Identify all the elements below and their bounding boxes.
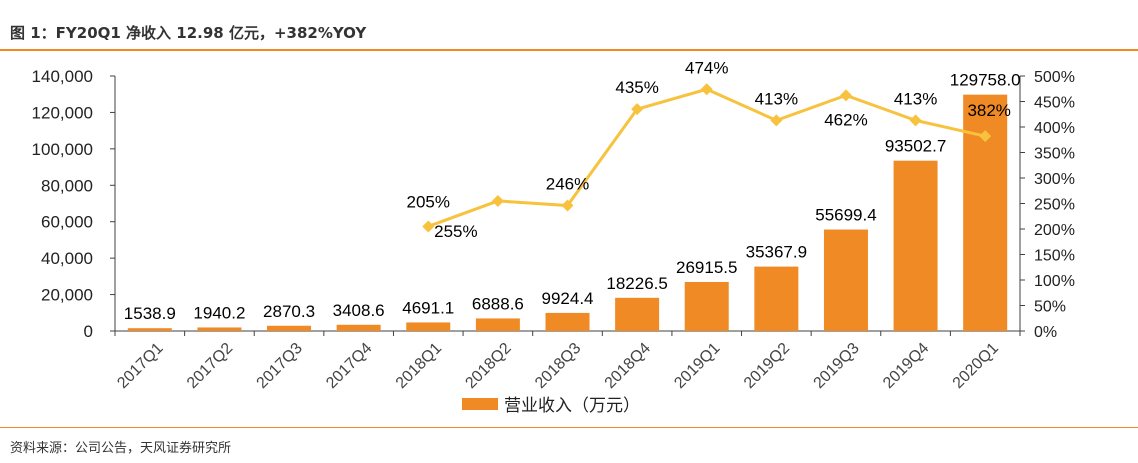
x-tick-label: 2019Q3	[811, 340, 863, 392]
x-tick-label: 2018Q4	[602, 340, 654, 392]
x-tick-label: 2019Q2	[741, 340, 793, 392]
bar	[893, 160, 938, 331]
y-left-tick-label: 100,000	[32, 140, 93, 159]
y-left-tick-label: 140,000	[32, 67, 93, 86]
bar	[406, 322, 451, 331]
bar	[754, 266, 799, 331]
growth-value-label: 462%	[824, 110, 867, 129]
growth-marker	[839, 89, 852, 102]
bar-value-label: 18226.5	[606, 274, 667, 293]
bar	[336, 324, 381, 331]
x-tick-label: 2017Q2	[184, 340, 236, 392]
growth-marker	[561, 199, 574, 212]
y-right-tick-label: 0%	[1034, 324, 1057, 341]
y-left-tick-label: 80,000	[41, 176, 93, 195]
y-left-tick-label: 120,000	[32, 103, 93, 122]
y-right-tick-label: 100%	[1034, 273, 1075, 290]
x-tick-label: 2018Q3	[532, 340, 584, 392]
y-right-tick-label: 200%	[1034, 222, 1075, 239]
bar-value-label: 26915.5	[676, 258, 737, 277]
bar	[127, 328, 172, 331]
bar-value-label: 55699.4	[815, 206, 876, 225]
growth-marker	[700, 83, 713, 96]
y-right-tick-label: 150%	[1034, 248, 1075, 265]
revenue-growth-chart: 0 20,000 40,000 60,000 80,000 100,000 120,000 1…	[32, 58, 1075, 415]
source-note: 资料来源：公司公告，天风证券研究所	[10, 441, 232, 456]
growth-marker	[631, 103, 644, 116]
bar-value-label: 1940.2	[193, 303, 245, 322]
y-right-tick-label: 50%	[1034, 299, 1066, 316]
bar-value-label: 2870.3	[263, 302, 315, 321]
top-divider	[0, 49, 1138, 51]
growth-marker	[770, 114, 783, 127]
y-left-tick-label: 40,000	[41, 249, 93, 268]
growth-marker	[979, 130, 992, 143]
y-right-tick-label: 250%	[1034, 197, 1075, 214]
y-right-tick-label: 500%	[1034, 69, 1075, 86]
x-tick-label: 2019Q1	[671, 340, 723, 392]
x-tick-label: 2019Q4	[880, 340, 932, 392]
bar	[823, 229, 868, 331]
growth-marker	[491, 194, 504, 207]
y-left-tick-label: 20,000	[41, 286, 93, 305]
growth-marker	[422, 220, 435, 233]
bar-value-label: 6888.6	[472, 294, 524, 313]
bar-value-label: 9924.4	[542, 289, 594, 308]
y-left-tick-label: 0	[84, 322, 93, 341]
bar-value-label: 93502.7	[885, 137, 946, 156]
bar	[475, 318, 520, 331]
y-right-tick-label: 450%	[1034, 95, 1075, 112]
x-tick-label: 2017Q1	[114, 340, 166, 392]
growth-value-label: 205%	[407, 192, 450, 211]
x-tick-label: 2020Q1	[950, 340, 1002, 392]
bar-value-label: 4691.1	[402, 298, 454, 317]
y-left-tick-label: 60,000	[41, 213, 93, 232]
bottom-divider	[0, 427, 1138, 428]
bar-value-label: 3408.6	[333, 301, 385, 320]
bar	[197, 327, 242, 331]
y-right-tick-label: 350%	[1034, 146, 1075, 163]
legend-label-revenue: 营业收入（万元）	[504, 396, 640, 415]
bar-value-label: 1538.9	[124, 304, 176, 323]
bar	[615, 297, 660, 331]
growth-value-label: 413%	[755, 89, 798, 108]
figure-title: 图 1：FY20Q1 净收入 12.98 亿元，+382%YOY	[10, 24, 367, 42]
growth-marker	[909, 114, 922, 127]
growth-value-label: 474%	[685, 58, 728, 77]
y-right-tick-label: 400%	[1034, 120, 1075, 137]
bar-value-label: 35367.9	[746, 243, 807, 262]
bar	[963, 94, 1008, 331]
x-tick-label: 2017Q3	[254, 340, 306, 392]
growth-value-label: 435%	[615, 78, 658, 97]
bar	[545, 312, 590, 331]
x-tick-label: 2017Q4	[323, 340, 375, 392]
growth-value-label: 382%	[967, 101, 1010, 120]
legend-swatch-revenue	[462, 398, 498, 410]
growth-value-label: 413%	[894, 89, 937, 108]
growth-value-label: 246%	[546, 175, 589, 194]
x-tick-label: 2018Q1	[393, 340, 445, 392]
y-right-tick-label: 300%	[1034, 171, 1075, 188]
bar-value-label: 129758.0	[950, 71, 1021, 90]
growth-value-label: 255%	[434, 222, 477, 241]
bar	[267, 325, 312, 331]
bar	[684, 281, 729, 331]
x-tick-label: 2018Q2	[462, 340, 514, 392]
